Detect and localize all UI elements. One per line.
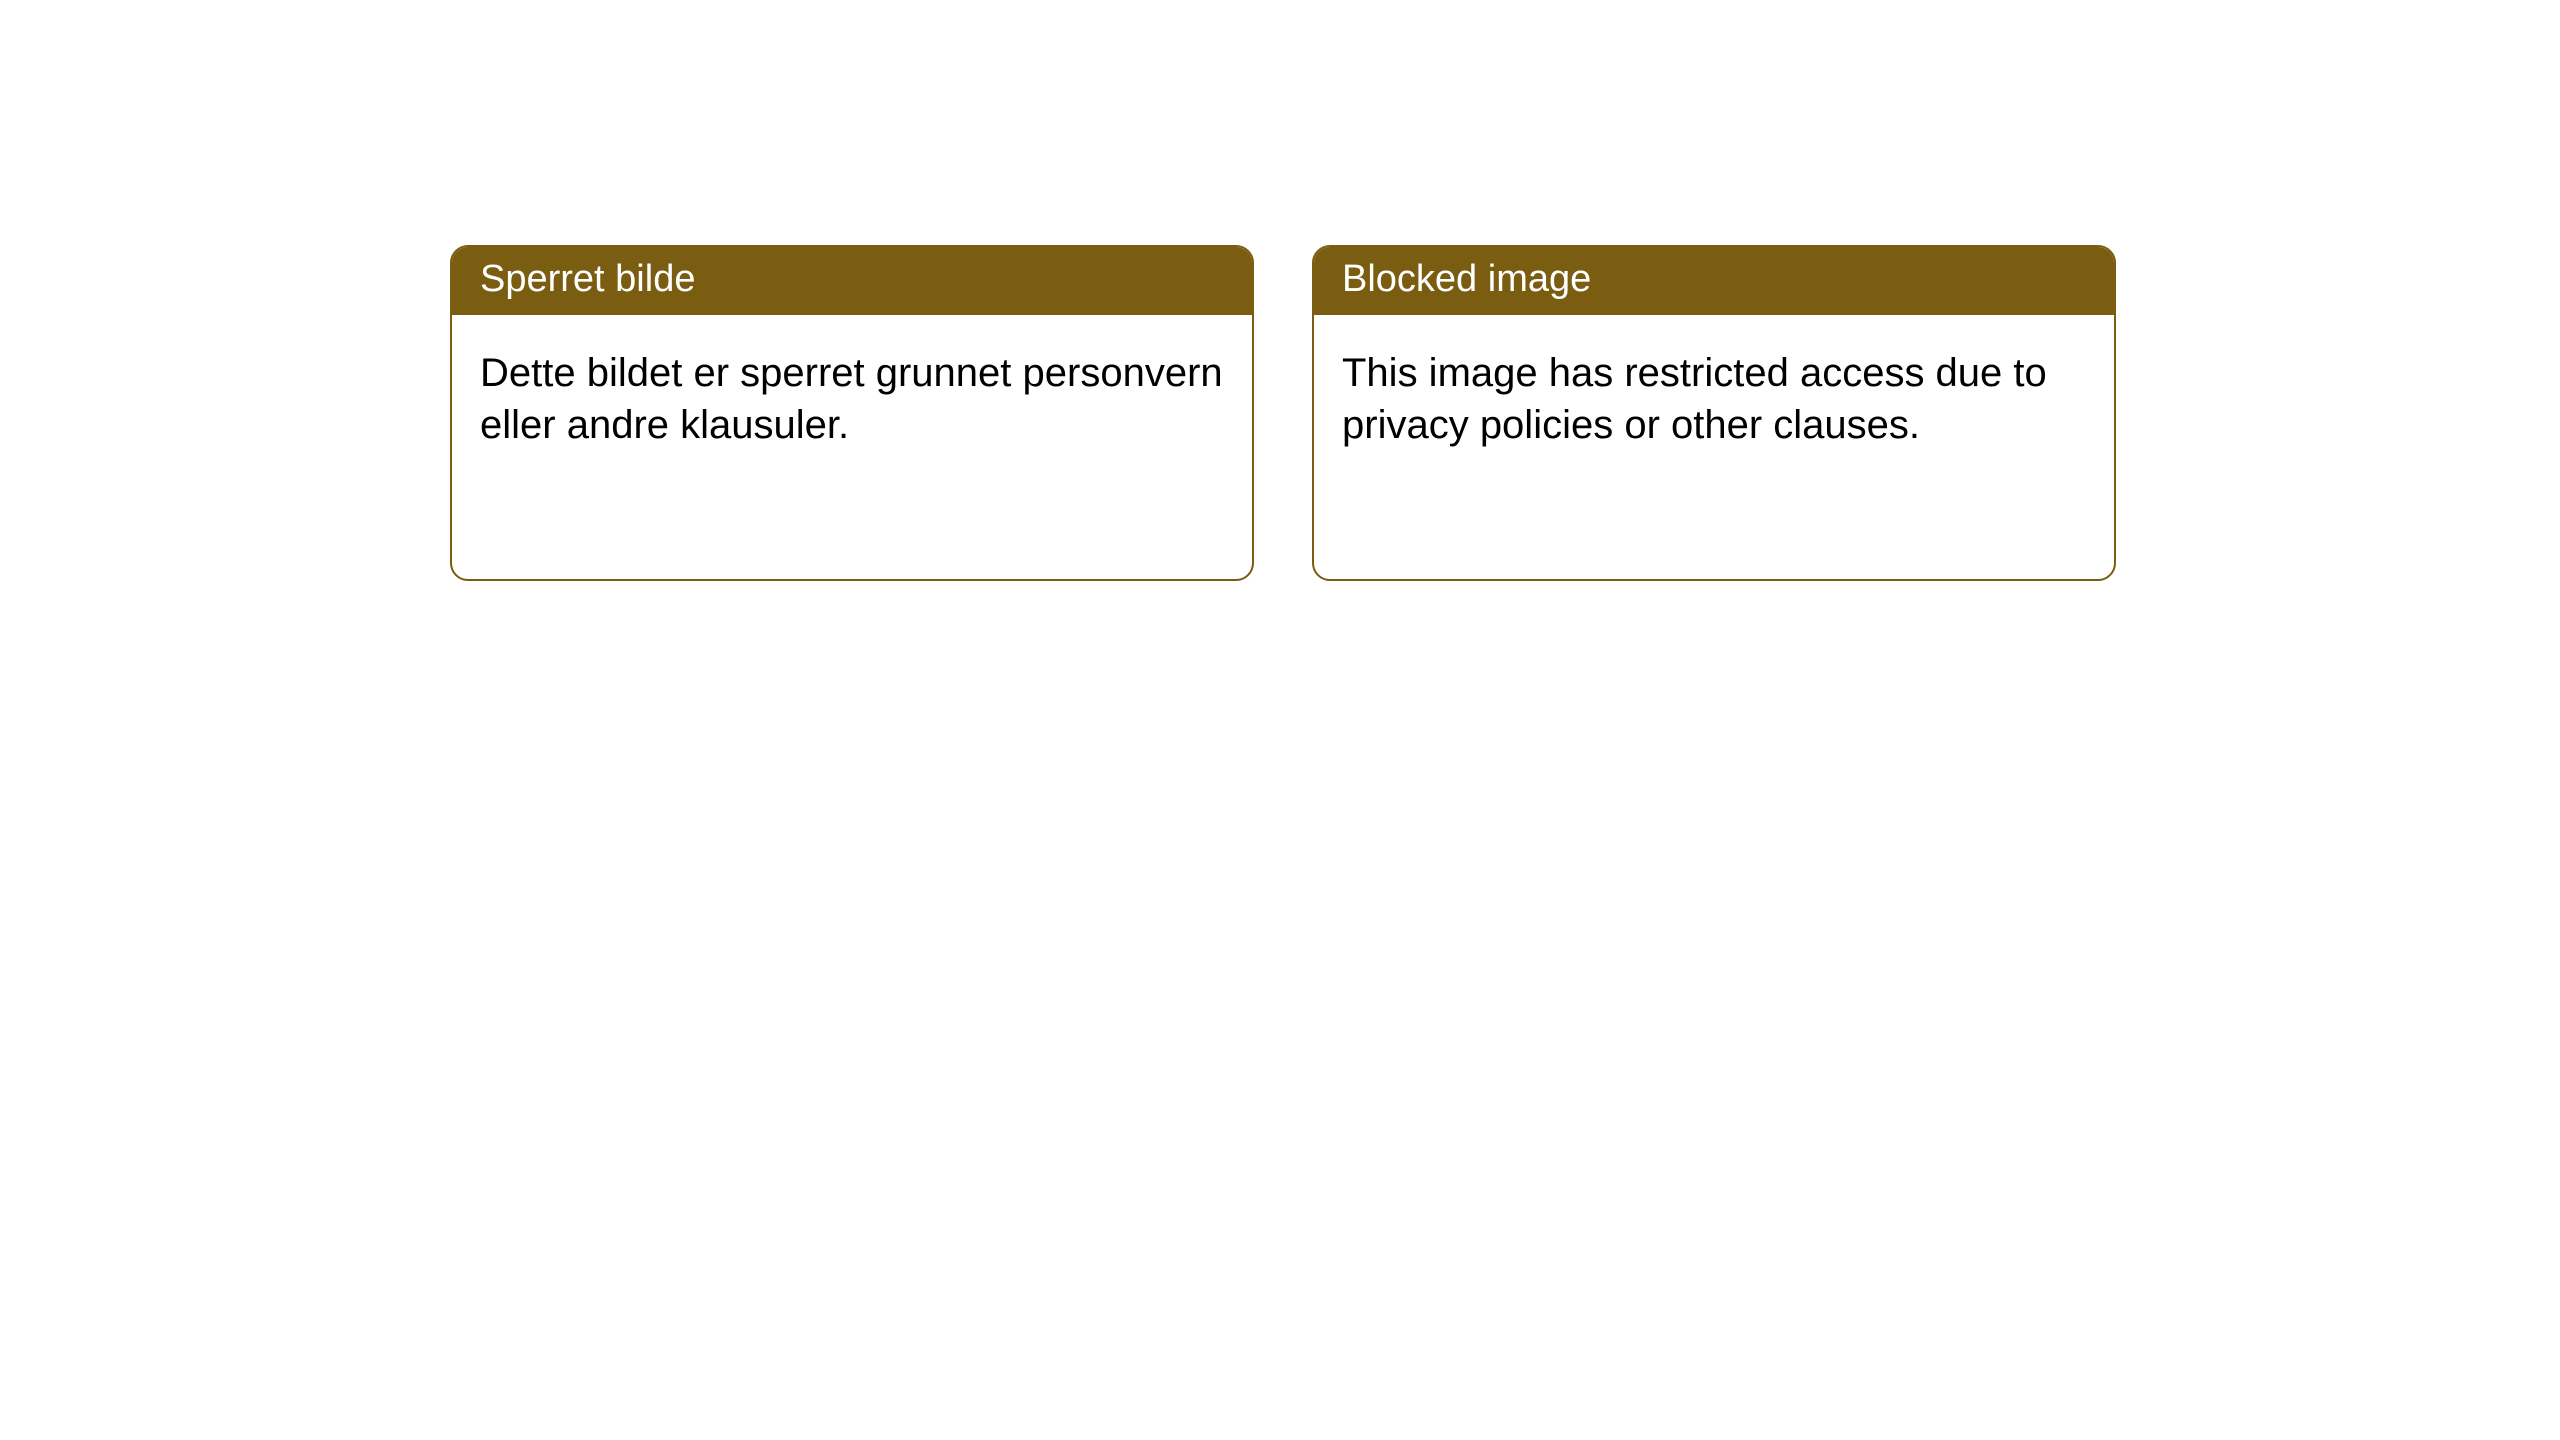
card-body: This image has restricted access due to … (1314, 315, 2114, 483)
notice-card-english: Blocked image This image has restricted … (1312, 245, 2116, 581)
card-title: Blocked image (1314, 247, 2114, 315)
card-title: Sperret bilde (452, 247, 1252, 315)
notice-card-norwegian: Sperret bilde Dette bildet er sperret gr… (450, 245, 1254, 581)
notice-cards-container: Sperret bilde Dette bildet er sperret gr… (450, 245, 2116, 581)
card-body: Dette bildet er sperret grunnet personve… (452, 315, 1252, 483)
